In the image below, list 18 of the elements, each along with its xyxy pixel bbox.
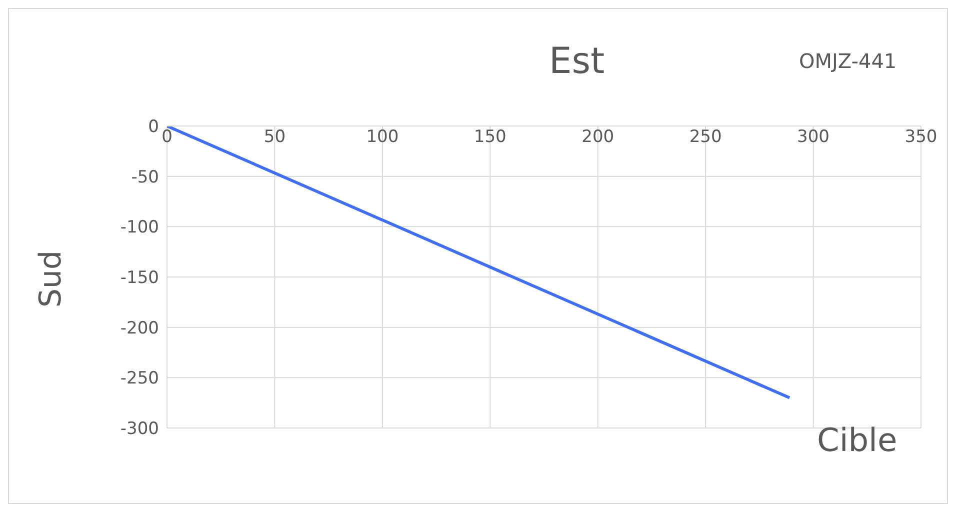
text: OMJZ-441	[799, 49, 897, 73]
x-tick-label: 0	[162, 127, 172, 147]
x-tick-label: 350	[904, 127, 938, 147]
x-tick-label: 300	[797, 127, 830, 147]
y-tick-label: -150	[120, 268, 159, 288]
y-tick-label: -100	[120, 218, 159, 238]
x-tick-label: 200	[582, 127, 614, 147]
x-tick-label: 50	[264, 127, 286, 147]
y-tick-label: -300	[120, 419, 159, 440]
annotation: Cible	[817, 421, 898, 459]
x-tick-label: 150	[474, 127, 506, 147]
y-tick-label: -50	[131, 167, 159, 188]
x-tick-label: 250	[689, 127, 722, 147]
y-tick-label: -250	[120, 368, 159, 389]
x-tick-label: 100	[366, 127, 399, 147]
y-axis-title: Sud	[34, 250, 68, 308]
y-tick-label: -200	[120, 318, 159, 338]
x-axis-title: Est	[549, 41, 605, 82]
